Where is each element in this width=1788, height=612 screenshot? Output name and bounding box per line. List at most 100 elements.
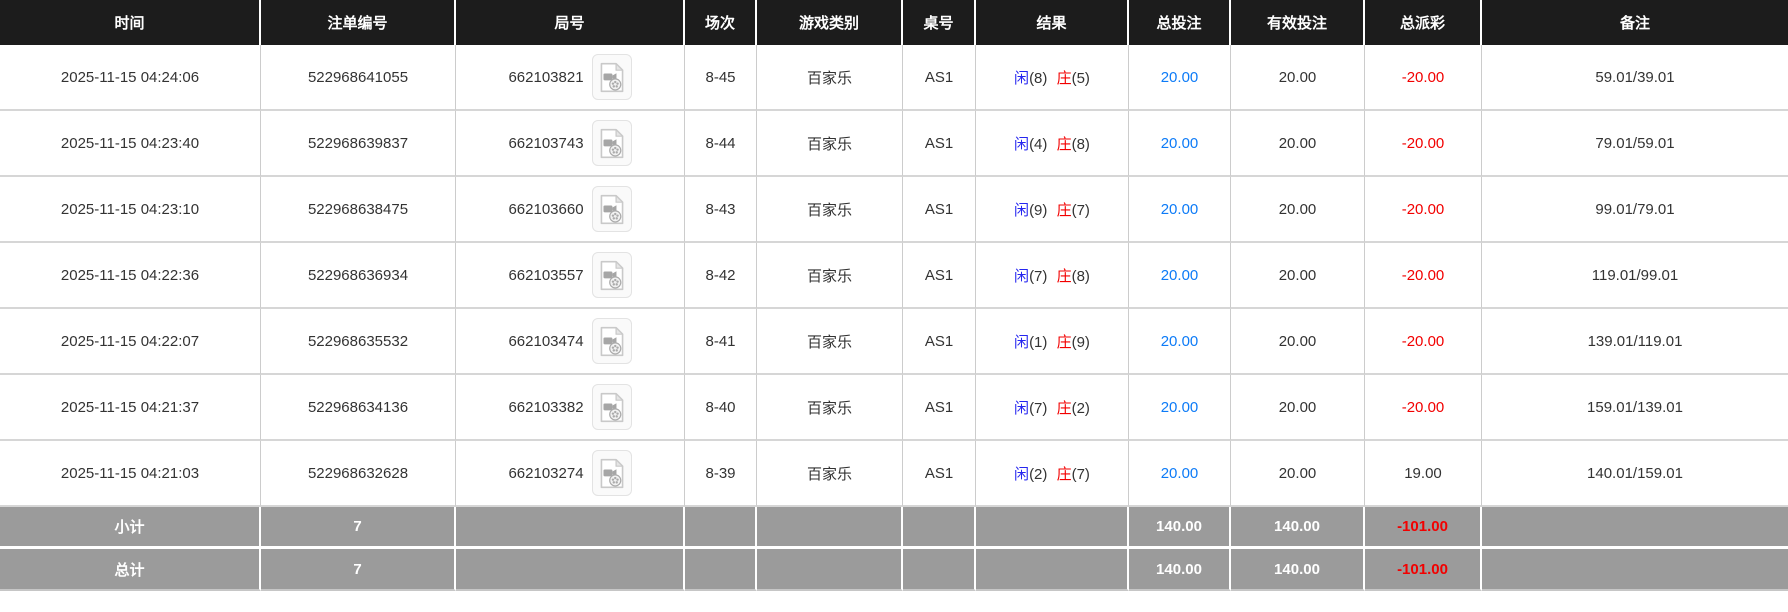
column-header-valid-bet: 有效投注: [1231, 0, 1365, 45]
round-number: 662103382: [508, 398, 584, 416]
summary-total-bet-cell: 140.00: [1129, 507, 1231, 549]
summary-empty-cell: [1482, 549, 1788, 591]
video-replay-button[interactable]: [591, 384, 632, 430]
payout-cell: -20.00: [1365, 375, 1482, 441]
remark-cell: 79.01/59.01: [1482, 111, 1788, 177]
payout-cell: -20.00: [1365, 111, 1482, 177]
summary-label-cell: 小计: [0, 507, 261, 549]
column-header-session: 场次: [685, 0, 757, 45]
video-replay-button[interactable]: [591, 450, 632, 496]
player-result: 闲(8): [1014, 69, 1048, 87]
valid-bet-cell: 20.00: [1231, 375, 1365, 441]
video-replay-button[interactable]: [591, 318, 632, 364]
video-replay-button[interactable]: [591, 186, 632, 232]
player-result: 闲(4): [1014, 135, 1048, 153]
banker-result: 庄(5): [1056, 69, 1090, 87]
table-no-cell: AS1: [903, 309, 976, 375]
column-header-round: 局号: [456, 0, 685, 45]
valid-bet-cell: 20.00: [1231, 177, 1365, 243]
valid-bet-cell: 20.00: [1231, 111, 1365, 177]
round-number: 662103474: [508, 332, 584, 350]
summary-empty-cell: [685, 549, 757, 591]
summary-count-cell: 7: [261, 507, 456, 549]
time-cell: 2025-11-15 04:23:40: [0, 111, 261, 177]
result-cell: 闲(7) 庄(8): [976, 243, 1129, 309]
bet-id-cell: 522968641055: [261, 45, 456, 111]
summary-empty-cell: [903, 507, 976, 549]
banker-result: 庄(8): [1056, 135, 1090, 153]
header-row: 时间 注单编号 局号 场次 游戏类别 桌号 结果 总投注 有效投注 总派彩 备注: [0, 0, 1788, 45]
remark-cell: 140.01/159.01: [1482, 441, 1788, 507]
table-row: 2025-11-15 04:23:10 522968638475 6621036…: [0, 177, 1788, 243]
valid-bet-cell: 20.00: [1231, 309, 1365, 375]
round-cell: 662103821: [456, 45, 685, 111]
remark-cell: 59.01/39.01: [1482, 45, 1788, 111]
total-bet-cell: 20.00: [1129, 177, 1231, 243]
summary-empty-cell: [976, 549, 1129, 591]
remark-cell: 99.01/79.01: [1482, 177, 1788, 243]
video-replay-button[interactable]: [591, 252, 632, 298]
time-cell: 2025-11-15 04:24:06: [0, 45, 261, 111]
total-bet-cell: 20.00: [1129, 45, 1231, 111]
summary-empty-cell: [1482, 507, 1788, 549]
total-bet-cell: 20.00: [1129, 375, 1231, 441]
round-cell: 662103557: [456, 243, 685, 309]
summary-payout-cell: -101.00: [1365, 549, 1482, 591]
summary-empty-cell: [903, 549, 976, 591]
session-cell: 8-44: [685, 111, 757, 177]
time-cell: 2025-11-15 04:23:10: [0, 177, 261, 243]
valid-bet-cell: 20.00: [1231, 441, 1365, 507]
remark-cell: 119.01/99.01: [1482, 243, 1788, 309]
video-replay-button[interactable]: [591, 120, 632, 166]
bet-id-cell: 522968636934: [261, 243, 456, 309]
column-header-total-bet: 总投注: [1129, 0, 1231, 45]
session-cell: 8-40: [685, 375, 757, 441]
total-bet-cell: 20.00: [1129, 111, 1231, 177]
player-result: 闲(9): [1014, 201, 1048, 219]
table-row: 2025-11-15 04:22:36 522968636934 6621035…: [0, 243, 1788, 309]
game-type-cell: 百家乐: [757, 375, 903, 441]
banker-result: 庄(7): [1056, 201, 1090, 219]
table-body: 2025-11-15 04:24:06 522968641055 6621038…: [0, 45, 1788, 591]
summary-row: 小计 7 140.00 140.00 -101.00: [0, 507, 1788, 549]
round-cell: 662103474: [456, 309, 685, 375]
video-document-icon: [600, 128, 623, 158]
summary-count-cell: 7: [261, 549, 456, 591]
payout-cell: -20.00: [1365, 243, 1482, 309]
session-cell: 8-41: [685, 309, 757, 375]
video-document-icon: [600, 194, 623, 224]
video-document-icon: [600, 458, 623, 488]
banker-result: 庄(7): [1056, 465, 1090, 483]
payout-cell: -20.00: [1365, 309, 1482, 375]
summary-empty-cell: [757, 549, 903, 591]
table-header: 时间 注单编号 局号 场次 游戏类别 桌号 结果 总投注 有效投注 总派彩 备注: [0, 0, 1788, 45]
summary-payout-cell: -101.00: [1365, 507, 1482, 549]
round-number: 662103743: [508, 134, 584, 152]
remark-cell: 159.01/139.01: [1482, 375, 1788, 441]
summary-empty-cell: [685, 507, 757, 549]
round-cell: 662103382: [456, 375, 685, 441]
time-cell: 2025-11-15 04:21:03: [0, 441, 261, 507]
table-no-cell: AS1: [903, 243, 976, 309]
table-row: 2025-11-15 04:22:07 522968635532 6621034…: [0, 309, 1788, 375]
round-number: 662103660: [508, 200, 584, 218]
banker-result: 庄(8): [1056, 267, 1090, 285]
column-header-result: 结果: [976, 0, 1129, 45]
player-result: 闲(2): [1014, 465, 1048, 483]
banker-result: 庄(9): [1056, 333, 1090, 351]
video-replay-button[interactable]: [591, 54, 632, 100]
column-header-bet-id: 注单编号: [261, 0, 456, 45]
bet-id-cell: 522968634136: [261, 375, 456, 441]
player-result: 闲(7): [1014, 267, 1048, 285]
total-bet-cell: 20.00: [1129, 243, 1231, 309]
table-no-cell: AS1: [903, 177, 976, 243]
total-bet-cell: 20.00: [1129, 441, 1231, 507]
summary-valid-bet-cell: 140.00: [1231, 507, 1365, 549]
result-cell: 闲(1) 庄(9): [976, 309, 1129, 375]
banker-result: 庄(2): [1056, 399, 1090, 417]
video-document-icon: [600, 62, 623, 92]
video-document-icon: [600, 392, 623, 422]
summary-row: 总计 7 140.00 140.00 -101.00: [0, 549, 1788, 591]
table-row: 2025-11-15 04:21:03 522968632628 6621032…: [0, 441, 1788, 507]
video-document-icon: [600, 326, 623, 356]
